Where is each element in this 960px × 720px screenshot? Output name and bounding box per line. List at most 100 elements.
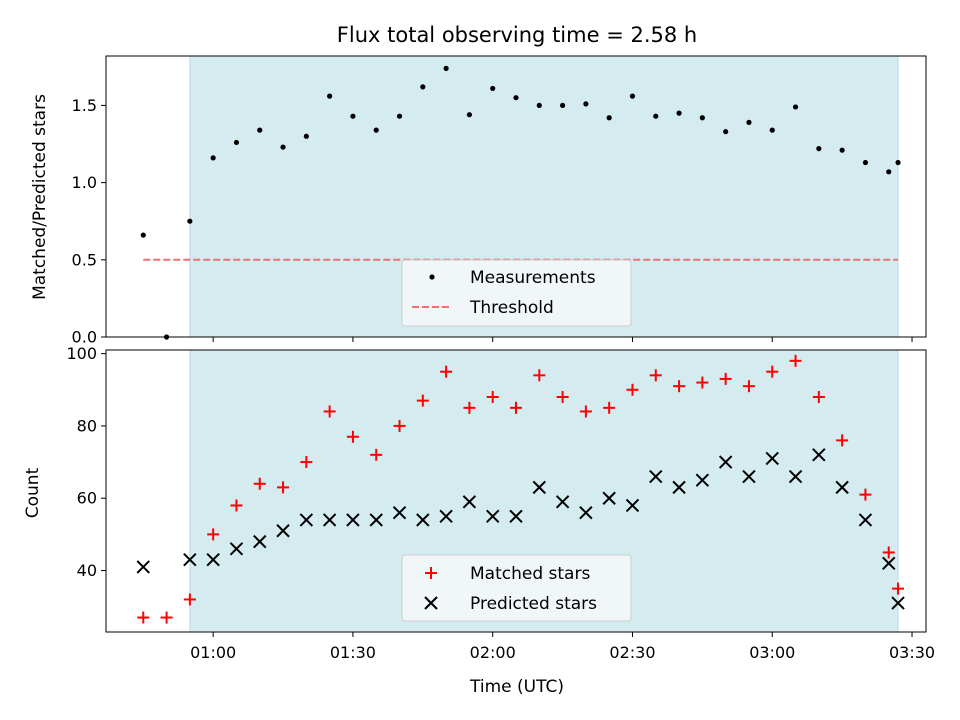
measurement-point xyxy=(676,110,682,116)
matched-star-point xyxy=(766,365,779,378)
matched-star-point xyxy=(696,376,709,389)
bottom-y-axis: 40 60 80 100 xyxy=(66,344,106,580)
measurement-point xyxy=(699,115,705,121)
matched-star-point xyxy=(556,391,569,403)
predicted-star-point xyxy=(369,513,383,527)
bottom-y-tick-label: 100 xyxy=(66,344,97,363)
bottom-y-tick-label: 40 xyxy=(77,561,97,580)
measurement-point xyxy=(350,113,356,119)
bottom-legend: Matched stars Predicted stars xyxy=(401,554,632,622)
matched-star-point xyxy=(510,401,522,414)
predicted-star-point xyxy=(229,542,244,556)
matched-star-point xyxy=(626,383,639,396)
matched-star-point xyxy=(812,391,825,403)
measurement-point xyxy=(536,102,542,109)
predicted-star-point xyxy=(672,480,686,495)
predicted-star-point xyxy=(891,596,905,610)
measurement-point xyxy=(653,113,659,119)
x-tick-label: 03:00 xyxy=(749,643,795,662)
top-plot-frame xyxy=(105,55,927,338)
matched-star-point xyxy=(836,434,849,447)
top-y-axis: 0.0 0.5 1.0 1.5 xyxy=(72,96,106,347)
matched-star-point xyxy=(416,394,429,407)
measurement-point xyxy=(792,104,799,110)
predicted-stars-points xyxy=(136,448,905,610)
measurement-point xyxy=(895,159,901,166)
matched-star-point xyxy=(393,419,406,432)
bottom-y-tick-label: 60 xyxy=(77,489,97,508)
predicted-star-point xyxy=(485,509,500,524)
bottom-legend-box xyxy=(401,554,632,622)
measurement-point xyxy=(559,102,566,109)
predicted-star-point xyxy=(439,509,453,524)
matched-star-point xyxy=(370,448,383,461)
predicted-star-point xyxy=(276,524,290,538)
measurement-point xyxy=(769,127,775,133)
matched-stars-points xyxy=(137,354,905,624)
predicted-star-point xyxy=(649,469,663,484)
measurement-point xyxy=(583,101,589,107)
measurement-point xyxy=(210,155,216,161)
measurement-legend-marker xyxy=(429,274,435,280)
predicted-star-point xyxy=(532,480,547,495)
predicted-star-point xyxy=(322,513,337,527)
matched-star-point xyxy=(183,593,196,606)
predicted-star-point xyxy=(882,556,896,571)
matched-star-point xyxy=(323,405,336,418)
predicted-star-point xyxy=(718,455,733,469)
top-y-tick-label: 1.5 xyxy=(72,96,97,115)
matched-star-point xyxy=(859,488,872,501)
predicted-legend-marker xyxy=(424,596,438,610)
predicted-star-point xyxy=(788,469,803,484)
measurement-point xyxy=(839,147,845,153)
x-tick-label: 02:30 xyxy=(609,643,655,662)
x-tick-label: 03:30 xyxy=(889,643,935,662)
predicted-star-point xyxy=(206,552,220,567)
bottom-y-axis-label: Count xyxy=(23,467,43,518)
predicted-star-point xyxy=(858,513,873,527)
measurement-point xyxy=(257,127,263,133)
predicted-star-point xyxy=(835,480,849,495)
predicted-star-point xyxy=(183,552,197,567)
matched-star-point xyxy=(603,401,616,414)
predicted-star-point xyxy=(346,513,360,527)
predicted-star-point xyxy=(392,505,407,520)
matched-star-point xyxy=(230,499,243,512)
matched-star-point xyxy=(463,401,476,414)
measurement-point xyxy=(280,144,286,150)
measurement-point xyxy=(420,84,426,90)
legend-label-matched: Matched stars xyxy=(470,564,590,584)
measurement-point xyxy=(606,115,612,121)
predicted-star-point xyxy=(416,513,430,527)
matched-star-point xyxy=(673,380,686,393)
measurement-point xyxy=(327,93,333,99)
predicted-star-point xyxy=(509,509,523,524)
measurement-points xyxy=(140,65,901,340)
measurement-point xyxy=(140,232,146,238)
matched-star-point xyxy=(486,391,499,403)
matched-star-point xyxy=(533,369,546,382)
measurement-point xyxy=(490,85,496,92)
measurement-point xyxy=(746,119,752,125)
chart-title: Flux total observing time = 2.58 h xyxy=(337,23,697,47)
predicted-star-point xyxy=(579,505,593,520)
measurement-point xyxy=(396,113,403,119)
predicted-star-point xyxy=(602,491,616,505)
top-y-tick-label: 1.0 xyxy=(72,173,97,192)
matched-star-point xyxy=(440,365,453,378)
top-legend-box xyxy=(401,259,632,327)
top-legend: Measurements Threshold xyxy=(401,259,632,327)
predicted-star-point xyxy=(462,495,477,509)
measurement-point xyxy=(723,129,729,135)
predicted-star-point xyxy=(625,498,640,513)
matched-star-point xyxy=(277,481,290,494)
measurement-point xyxy=(513,95,519,101)
predicted-star-point xyxy=(765,451,779,466)
measurement-point xyxy=(233,139,240,146)
top-panel: 0.0 0.5 1.0 1.5 Matched/Predicted stars Mea… xyxy=(30,55,927,347)
measurement-point xyxy=(862,159,869,166)
top-y-axis-label: Matched/Predicted stars xyxy=(30,94,50,300)
predicted-star-point xyxy=(253,534,267,549)
top-y-tick-label: 0.0 xyxy=(72,328,97,347)
